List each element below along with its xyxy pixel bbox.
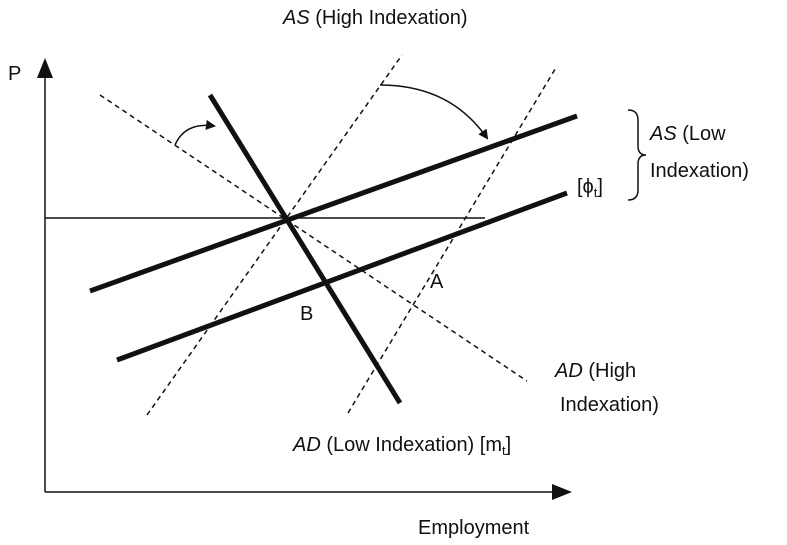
as-low-label-2: Indexation) bbox=[650, 160, 749, 182]
symbol: AS bbox=[282, 7, 310, 29]
brace bbox=[627, 109, 647, 201]
ad-high-line bbox=[99, 94, 528, 382]
subscript: t bbox=[594, 185, 598, 200]
as-high-left bbox=[146, 54, 403, 416]
shift-arrow bbox=[379, 84, 489, 140]
x-label: Employment bbox=[418, 517, 530, 539]
as-low-upper bbox=[89, 113, 578, 294]
symbol: AD bbox=[292, 434, 321, 456]
label-text: ] bbox=[597, 176, 603, 198]
ad-low-label: AD (Low Indexation) [mt] bbox=[292, 434, 511, 458]
label-text: (Low Indexation) [m bbox=[326, 434, 502, 456]
symbol: AD bbox=[554, 360, 583, 382]
label-text: [ϕ bbox=[577, 176, 594, 198]
label-text: ] bbox=[506, 434, 512, 456]
ad-high-label-2: Indexation) bbox=[560, 394, 659, 416]
ad-low-line bbox=[207, 93, 403, 405]
subscript: t bbox=[502, 443, 506, 458]
phi-label: [ϕt] bbox=[577, 176, 603, 200]
symbol: AS bbox=[649, 123, 677, 145]
as-low-label: AS (Low bbox=[649, 123, 726, 145]
label-text: (Low bbox=[682, 123, 726, 145]
point-b: B bbox=[300, 303, 313, 325]
x-arrow bbox=[552, 484, 572, 500]
as-high-label: AS (High Indexation) bbox=[282, 7, 468, 29]
label-text: (High bbox=[588, 360, 636, 382]
label-text: (High Indexation) bbox=[315, 7, 467, 29]
ad-high-label: AD (High bbox=[554, 360, 636, 382]
point-a: A bbox=[430, 271, 444, 293]
y-label: P bbox=[8, 63, 21, 85]
as-high-right bbox=[347, 65, 558, 414]
as-low-lower bbox=[116, 190, 568, 363]
shift-arrow bbox=[174, 119, 216, 146]
y-arrow bbox=[37, 58, 53, 78]
